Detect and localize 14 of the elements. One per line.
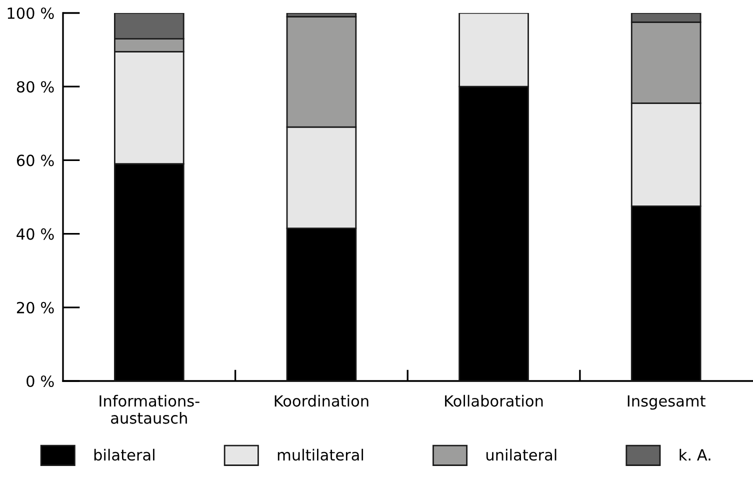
legend-label: unilateral [486,448,556,461]
legend-label: k. A. [680,448,710,460]
y-tick-label: 100 % [8,7,54,20]
y-tick-label: 40 % [16,228,54,240]
y-tick-label: 0 % [26,375,54,388]
y-tick-label: 80 % [16,81,54,93]
x-tick-label: Koordination [274,394,368,407]
x-tick-label: Informations- austausch [100,394,200,424]
legend-label: multilateral [278,448,364,461]
legend-label: bilateral [94,448,154,461]
x-tick-label: Kollaboration [445,394,543,407]
x-tick-label: Insgesamt [628,395,706,410]
y-tick-label: 20 % [16,302,54,314]
y-tick-label: 60 % [16,154,54,166]
